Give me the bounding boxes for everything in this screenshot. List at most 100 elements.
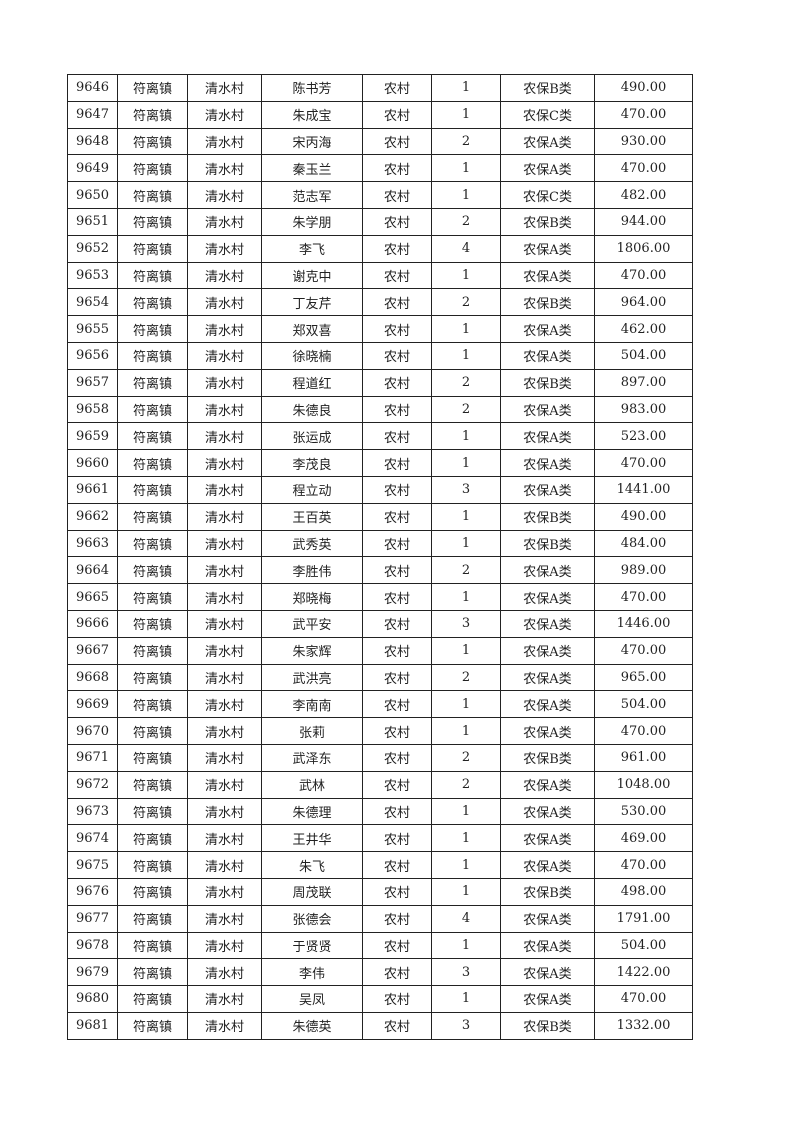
member-count-cell: 1 bbox=[431, 502, 501, 531]
name-cell: 郑晓梅 bbox=[261, 583, 363, 611]
row-id-cell: 9681 bbox=[67, 1011, 118, 1040]
row-id-cell: 9649 bbox=[67, 154, 118, 183]
row-id-cell: 9678 bbox=[67, 931, 118, 960]
town-cell: 符离镇 bbox=[117, 717, 188, 745]
member-count-cell: 2 bbox=[431, 368, 501, 397]
insurance-category-cell: 农保A类 bbox=[500, 395, 595, 424]
insurance-category-cell: 农保A类 bbox=[500, 663, 595, 692]
insurance-category-cell: 农保A类 bbox=[500, 583, 595, 611]
row-id-cell: 9653 bbox=[67, 261, 118, 290]
insurance-category-cell: 农保B类 bbox=[500, 368, 595, 397]
town-cell: 符离镇 bbox=[117, 288, 188, 317]
household-type-cell: 农村 bbox=[362, 1011, 432, 1040]
insurance-category-cell: 农保C类 bbox=[500, 181, 595, 209]
amount-cell: 490.00 bbox=[594, 74, 693, 102]
table-row: 9674 符离镇 清水村 王井华 农村 1 农保A类 469.00 bbox=[67, 824, 693, 853]
amount-cell: 470.00 bbox=[594, 636, 693, 665]
village-cell: 清水村 bbox=[187, 234, 262, 263]
name-cell: 郑双喜 bbox=[261, 315, 363, 343]
member-count-cell: 3 bbox=[431, 609, 501, 638]
household-type-cell: 农村 bbox=[362, 663, 432, 692]
table-row: 9678 符离镇 清水村 于贤贤 农村 1 农保A类 504.00 bbox=[67, 931, 693, 960]
town-cell: 符离镇 bbox=[117, 74, 188, 102]
household-type-cell: 农村 bbox=[362, 154, 432, 183]
name-cell: 徐晓楠 bbox=[261, 341, 363, 370]
household-type-cell: 农村 bbox=[362, 770, 432, 799]
town-cell: 符离镇 bbox=[117, 261, 188, 290]
member-count-cell: 2 bbox=[431, 127, 501, 156]
table-row: 9661 符离镇 清水村 程立动 农村 3 农保A类 1441.00 bbox=[67, 475, 693, 504]
amount-cell: 1332.00 bbox=[594, 1011, 693, 1040]
name-cell: 武林 bbox=[261, 770, 363, 799]
name-cell: 谢克中 bbox=[261, 261, 363, 290]
table-row: 9679 符离镇 清水村 李伟 农村 3 农保A类 1422.00 bbox=[67, 958, 693, 987]
member-count-cell: 3 bbox=[431, 475, 501, 504]
town-cell: 符离镇 bbox=[117, 1011, 188, 1040]
member-count-cell: 1 bbox=[431, 717, 501, 745]
household-type-cell: 农村 bbox=[362, 395, 432, 424]
name-cell: 武平安 bbox=[261, 609, 363, 638]
member-count-cell: 1 bbox=[431, 690, 501, 719]
name-cell: 吴凤 bbox=[261, 985, 363, 1013]
insurance-category-cell: 农保A类 bbox=[500, 931, 595, 960]
amount-cell: 504.00 bbox=[594, 341, 693, 370]
row-id-cell: 9676 bbox=[67, 877, 118, 906]
amount-cell: 470.00 bbox=[594, 100, 693, 129]
member-count-cell: 1 bbox=[431, 851, 501, 879]
table-row: 9648 符离镇 清水村 宋丙海 农村 2 农保A类 930.00 bbox=[67, 127, 693, 156]
table-row: 9647 符离镇 清水村 朱成宝 农村 1 农保C类 470.00 bbox=[67, 100, 693, 129]
town-cell: 符离镇 bbox=[117, 341, 188, 370]
insurance-category-cell: 农保B类 bbox=[500, 743, 595, 772]
amount-cell: 530.00 bbox=[594, 797, 693, 826]
amount-cell: 498.00 bbox=[594, 877, 693, 906]
insurance-category-cell: 农保A类 bbox=[500, 958, 595, 987]
amount-cell: 989.00 bbox=[594, 556, 693, 585]
member-count-cell: 1 bbox=[431, 583, 501, 611]
village-cell: 清水村 bbox=[187, 100, 262, 129]
village-cell: 清水村 bbox=[187, 341, 262, 370]
table-row: 9669 符离镇 清水村 李南南 农村 1 农保A类 504.00 bbox=[67, 690, 693, 719]
row-id-cell: 9667 bbox=[67, 636, 118, 665]
household-type-cell: 农村 bbox=[362, 877, 432, 906]
household-type-cell: 农村 bbox=[362, 583, 432, 611]
amount-cell: 470.00 bbox=[594, 449, 693, 477]
household-type-cell: 农村 bbox=[362, 851, 432, 879]
town-cell: 符离镇 bbox=[117, 100, 188, 129]
row-id-cell: 9670 bbox=[67, 717, 118, 745]
row-id-cell: 9677 bbox=[67, 904, 118, 933]
table-row: 9664 符离镇 清水村 李胜伟 农村 2 农保A类 989.00 bbox=[67, 556, 693, 585]
member-count-cell: 1 bbox=[431, 315, 501, 343]
village-cell: 清水村 bbox=[187, 904, 262, 933]
row-id-cell: 9661 bbox=[67, 475, 118, 504]
row-id-cell: 9657 bbox=[67, 368, 118, 397]
row-id-cell: 9651 bbox=[67, 207, 118, 236]
table-row: 9666 符离镇 清水村 武平安 农村 3 农保A类 1446.00 bbox=[67, 609, 693, 638]
name-cell: 朱飞 bbox=[261, 851, 363, 879]
household-type-cell: 农村 bbox=[362, 931, 432, 960]
town-cell: 符离镇 bbox=[117, 663, 188, 692]
household-type-cell: 农村 bbox=[362, 100, 432, 129]
insurance-category-cell: 农保B类 bbox=[500, 288, 595, 317]
row-id-cell: 9680 bbox=[67, 985, 118, 1013]
table-row: 9650 符离镇 清水村 范志军 农村 1 农保C类 482.00 bbox=[67, 181, 693, 209]
village-cell: 清水村 bbox=[187, 502, 262, 531]
insurance-category-cell: 农保A类 bbox=[500, 904, 595, 933]
household-type-cell: 农村 bbox=[362, 127, 432, 156]
village-cell: 清水村 bbox=[187, 181, 262, 209]
amount-cell: 470.00 bbox=[594, 985, 693, 1013]
insurance-category-cell: 农保A类 bbox=[500, 797, 595, 826]
table-row: 9676 符离镇 清水村 周茂联 农村 1 农保B类 498.00 bbox=[67, 877, 693, 906]
village-cell: 清水村 bbox=[187, 636, 262, 665]
row-id-cell: 9659 bbox=[67, 422, 118, 451]
insurance-category-cell: 农保A类 bbox=[500, 717, 595, 745]
table-row: 9677 符离镇 清水村 张德会 农村 4 农保A类 1791.00 bbox=[67, 904, 693, 933]
row-id-cell: 9654 bbox=[67, 288, 118, 317]
town-cell: 符离镇 bbox=[117, 797, 188, 826]
town-cell: 符离镇 bbox=[117, 207, 188, 236]
member-count-cell: 1 bbox=[431, 422, 501, 451]
village-cell: 清水村 bbox=[187, 851, 262, 879]
household-type-cell: 农村 bbox=[362, 475, 432, 504]
name-cell: 陈书芳 bbox=[261, 74, 363, 102]
amount-cell: 504.00 bbox=[594, 690, 693, 719]
name-cell: 李南南 bbox=[261, 690, 363, 719]
